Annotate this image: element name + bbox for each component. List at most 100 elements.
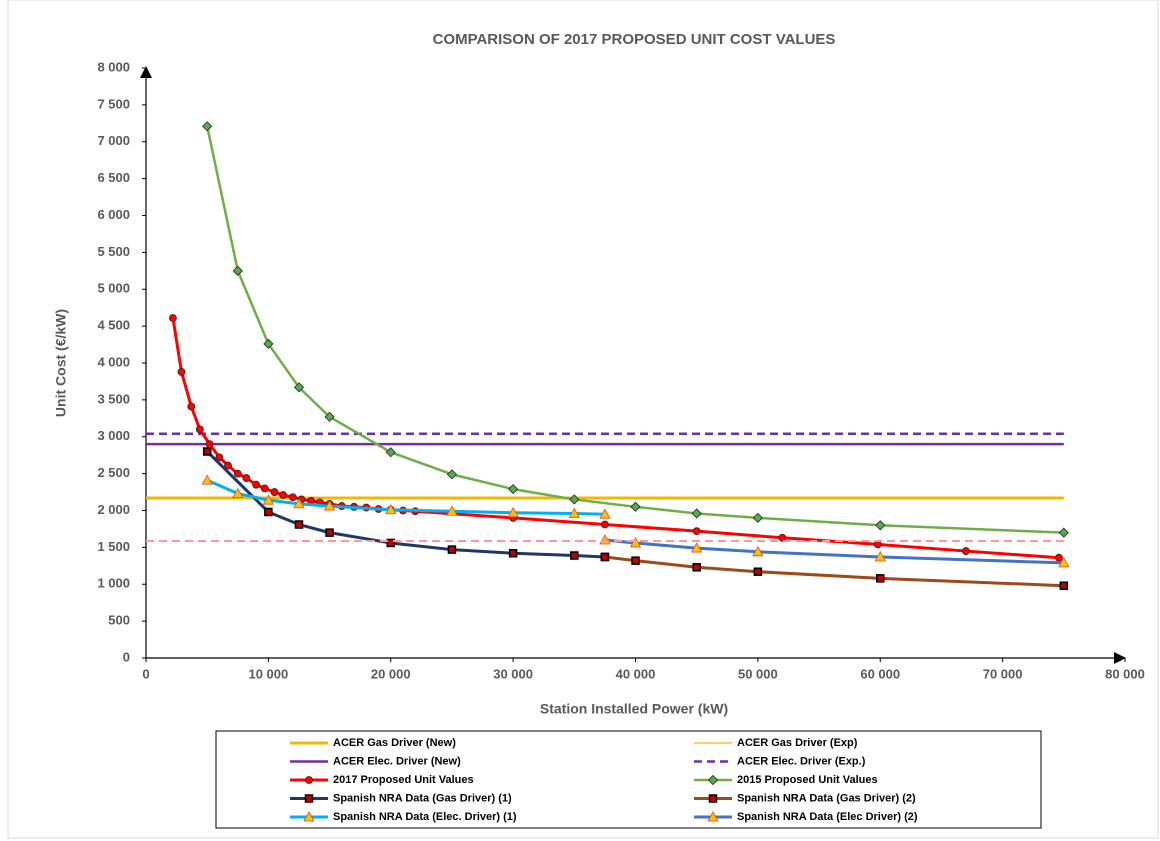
x-tick-label: 30 000: [493, 666, 533, 681]
y-tick-label: 2 000: [97, 502, 130, 517]
marker: [252, 480, 261, 489]
marker: [305, 776, 313, 784]
marker: [752, 512, 763, 523]
x-tick-label: 40 000: [616, 666, 656, 681]
y-tick-label: 5 000: [97, 281, 130, 296]
marker: [385, 447, 396, 458]
marker: [293, 498, 305, 509]
legend-label: 2017 Proposed Unit Values: [333, 774, 474, 786]
marker: [631, 556, 640, 565]
x-tick-label: 60 000: [860, 666, 900, 681]
marker: [875, 520, 886, 531]
x-tick-label: 10 000: [248, 666, 288, 681]
marker: [1058, 557, 1070, 568]
marker: [187, 402, 196, 411]
x-axis-arrow: [1114, 652, 1126, 664]
marker: [205, 440, 214, 449]
marker: [324, 411, 335, 422]
marker: [177, 367, 186, 376]
x-tick-label: 20 000: [371, 666, 411, 681]
series-line: [205, 126, 1064, 534]
marker: [263, 338, 274, 349]
y-tick-label: 4 500: [97, 318, 130, 333]
y-tick-label: 500: [108, 613, 130, 628]
y-tick-label: 5 500: [97, 244, 130, 259]
legend-label: ACER Gas Driver (New): [333, 737, 456, 749]
legend-label: ACER Elec. Driver (Exp.): [737, 755, 866, 767]
x-axis-label: Station Installed Power (kW): [540, 701, 728, 717]
y-tick-label: 6 000: [97, 207, 130, 222]
marker: [385, 503, 397, 515]
marker: [692, 563, 701, 572]
marker: [752, 545, 764, 557]
marker: [195, 425, 204, 434]
marker: [233, 469, 242, 478]
marker: [270, 488, 279, 496]
legend-label: ACER Elec. Driver (New): [333, 755, 461, 767]
marker: [304, 794, 314, 803]
marker: [215, 453, 224, 462]
y-tick-label: 8 000: [97, 59, 130, 74]
x-tick-label: 50 000: [738, 666, 778, 681]
legend-label: Spanish NRA Data (Gas Driver) (1): [333, 792, 512, 804]
marker: [708, 794, 718, 803]
marker: [232, 487, 244, 498]
marker: [1055, 553, 1063, 562]
y-tick-label: 0: [123, 649, 130, 664]
marker: [293, 382, 305, 393]
marker: [707, 774, 719, 786]
legend-label: ACER Gas Driver (Exp): [737, 737, 858, 749]
marker: [202, 447, 212, 456]
marker: [569, 494, 580, 505]
y-tick-label: 7 000: [97, 133, 130, 148]
marker: [325, 528, 334, 537]
marker: [874, 551, 886, 562]
x-tick-label: 80 000: [1105, 666, 1145, 681]
marker: [707, 811, 719, 822]
x-tick-label: 0: [142, 666, 149, 681]
marker: [264, 507, 273, 517]
marker: [601, 520, 609, 529]
marker: [568, 507, 580, 518]
series-line: [604, 538, 1064, 565]
legend-label: 2015 Proposed Unit Values: [737, 774, 878, 786]
marker: [323, 500, 336, 511]
marker: [303, 811, 315, 822]
marker: [508, 484, 519, 495]
marker: [386, 538, 395, 548]
marker: [508, 549, 518, 558]
marker: [169, 314, 177, 322]
marker: [1058, 527, 1069, 538]
y-tick-label: 4 000: [97, 354, 130, 369]
chart-title: COMPARISON OF 2017 PROPOSED UNIT COST VA…: [433, 31, 836, 48]
marker: [600, 552, 610, 562]
y-tick-label: 2 500: [97, 465, 130, 480]
marker: [446, 505, 458, 516]
legend-label: Spanish NRA Data (Elec. Driver) (1): [333, 811, 517, 823]
y-axis-label: Unit Cost (€/kW): [53, 309, 69, 417]
y-tick-label: 1 000: [97, 576, 130, 591]
legend-label: Spanish NRA Data (Elec Driver) (2): [737, 811, 918, 823]
marker: [447, 545, 457, 554]
marker: [242, 474, 251, 482]
marker: [262, 494, 275, 505]
y-tick-label: 6 500: [97, 170, 130, 185]
marker: [599, 508, 611, 519]
marker: [876, 574, 885, 583]
y-tick-label: 3 000: [97, 428, 130, 443]
marker: [224, 461, 232, 470]
series-line: [604, 555, 1064, 588]
legend-box: [215, 730, 1042, 829]
marker: [630, 501, 641, 512]
marker: [629, 537, 642, 548]
marker: [507, 506, 519, 518]
marker: [1059, 581, 1069, 590]
marker: [260, 484, 269, 493]
marker: [778, 533, 787, 542]
marker: [446, 469, 458, 480]
legend-label: Spanish NRA Data (Gas Driver) (2): [737, 792, 916, 804]
chart-frame: [7, 0, 1159, 839]
marker: [288, 493, 297, 502]
marker: [294, 520, 304, 529]
